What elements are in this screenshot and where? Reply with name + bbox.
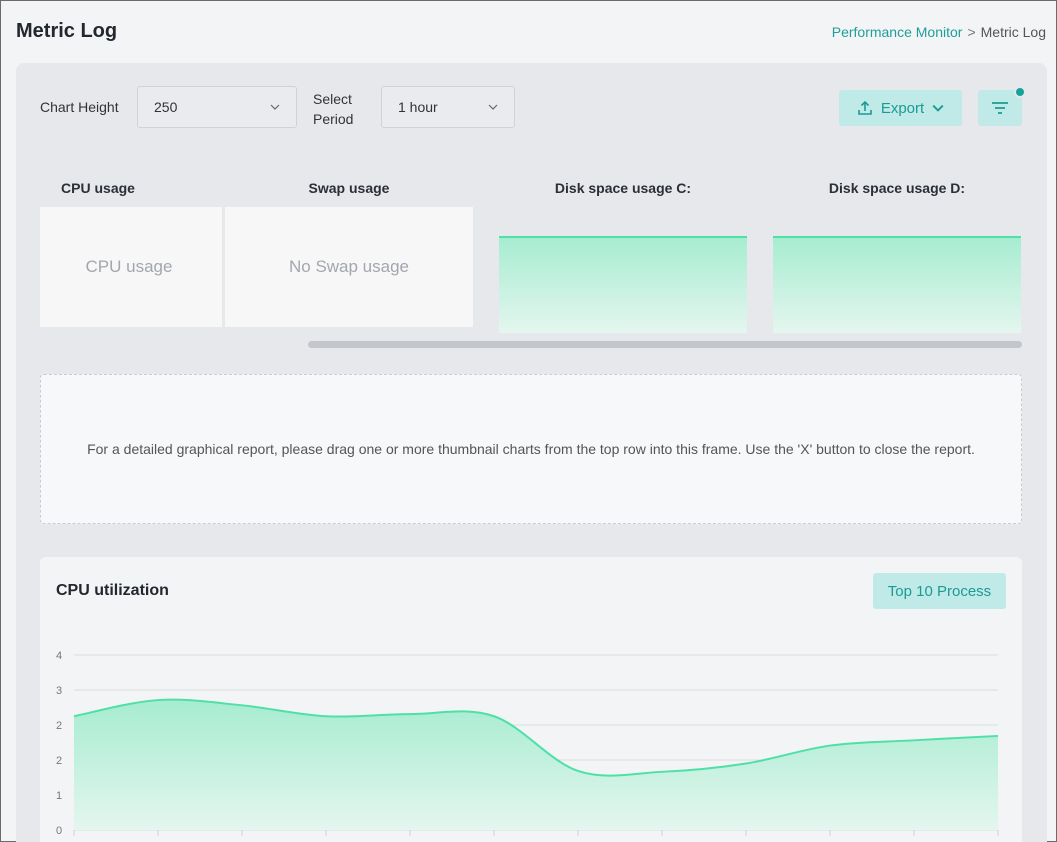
chart-height-label: Chart Height bbox=[40, 99, 119, 115]
thumbnail-area-chart bbox=[773, 236, 1021, 333]
thumbnail-title: CPU usage bbox=[61, 180, 135, 196]
cpu-card-title: CPU utilization bbox=[56, 582, 169, 599]
period-select[interactable]: 1 hour bbox=[381, 86, 515, 128]
breadcrumb: Performance Monitor > Metric Log bbox=[832, 24, 1046, 40]
select-period-label-line2: Period bbox=[313, 111, 354, 127]
breadcrumb-separator: > bbox=[967, 24, 976, 40]
thumbnail-area bbox=[773, 237, 1021, 333]
y-tick-label: 0 bbox=[56, 825, 62, 837]
thumbnail-disk-c[interactable]: Disk space usage C: bbox=[499, 175, 747, 333]
series-area bbox=[74, 699, 998, 830]
thumbnails-row: CPU usage CPU usage Swap usage No Swap u… bbox=[40, 175, 1022, 335]
chevron-down-icon bbox=[488, 104, 498, 110]
chevron-down-icon bbox=[270, 104, 280, 110]
y-tick-label: 4 bbox=[56, 650, 62, 662]
export-label: Export bbox=[880, 99, 925, 117]
thumbnail-empty-text: No Swap usage bbox=[288, 257, 410, 276]
thumbnail-title: Disk space usage C: bbox=[554, 180, 692, 196]
thumbnail-empty-box: CPU usage bbox=[40, 207, 222, 327]
filter-active-dot bbox=[1014, 86, 1026, 98]
select-period-label: Select Period bbox=[313, 89, 353, 129]
dropzone-text: For a detailed graphical report, please … bbox=[87, 440, 975, 457]
chart-height-select[interactable]: 250 bbox=[137, 86, 297, 128]
thumbnail-empty-box: No Swap usage bbox=[225, 207, 473, 327]
cpu-utilization-card: CPU utilization Top 10 Process 0 1 2 2 3 4 bbox=[40, 557, 1022, 842]
thumbnail-cpu-usage[interactable]: CPU usage CPU usage bbox=[40, 175, 222, 327]
report-dropzone[interactable]: For a detailed graphical report, please … bbox=[40, 374, 1022, 524]
thumbnail-empty-text: CPU usage bbox=[85, 257, 173, 276]
upload-icon bbox=[858, 100, 872, 115]
y-tick-label: 2 bbox=[56, 755, 62, 767]
chevron-down-icon bbox=[932, 104, 944, 112]
y-tick-label: 2 bbox=[56, 720, 62, 732]
thumbnail-disk-d[interactable]: Disk space usage D: bbox=[773, 175, 1021, 333]
thumbnail-title: Swap usage bbox=[308, 180, 390, 196]
series-line bbox=[73, 698, 999, 777]
select-period-label-line1: Select bbox=[313, 91, 352, 107]
period-value: 1 hour bbox=[398, 99, 438, 115]
horizontal-scrollbar[interactable] bbox=[308, 341, 1022, 348]
thumbnail-title: Disk space usage D: bbox=[828, 180, 966, 196]
breadcrumb-current: Metric Log bbox=[980, 24, 1046, 40]
main-panel: Chart Height 250 Select Period 1 hour Ex… bbox=[16, 63, 1047, 842]
top10-process-button[interactable]: Top 10 Process bbox=[873, 573, 1006, 609]
export-button[interactable]: Export bbox=[839, 90, 962, 126]
thumbnail-area-chart bbox=[499, 236, 747, 333]
page-title: Metric Log bbox=[16, 20, 118, 42]
y-tick-label: 1 bbox=[56, 790, 62, 802]
thumbnail-swap-usage[interactable]: Swap usage No Swap usage bbox=[225, 175, 473, 327]
breadcrumb-link-performance-monitor[interactable]: Performance Monitor bbox=[831, 24, 963, 40]
filter-icon bbox=[992, 102, 1008, 114]
cpu-utilization-chart: 0 1 2 2 3 4 bbox=[56, 650, 999, 837]
chart-height-value: 250 bbox=[154, 99, 178, 115]
y-tick-label: 3 bbox=[56, 685, 62, 697]
thumbnail-area bbox=[499, 237, 747, 333]
